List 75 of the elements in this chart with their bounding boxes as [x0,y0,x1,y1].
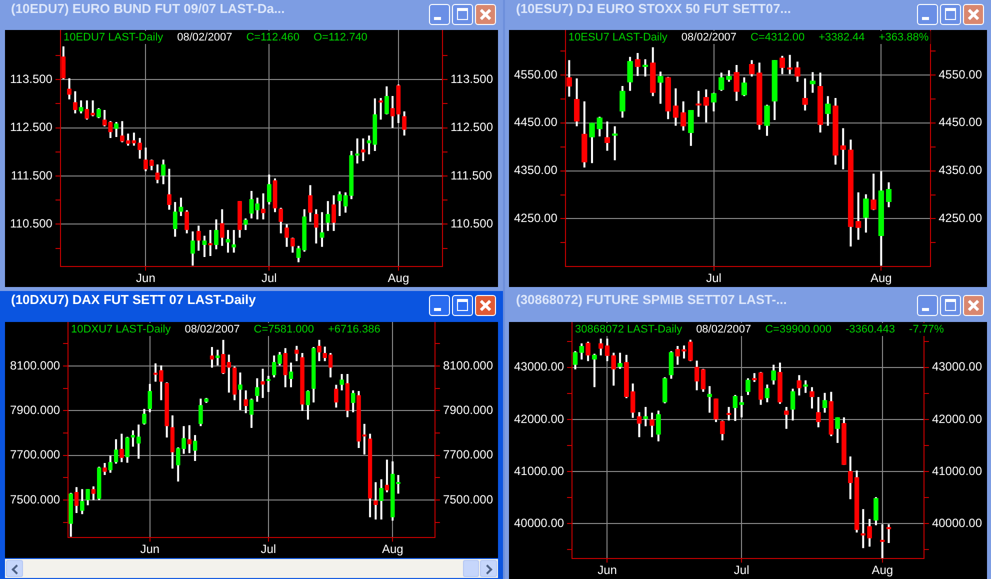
y-tick-label: 4250.00 [514,211,558,226]
y-tick-label: 40000.00 [514,516,564,530]
y2-tick-label: 113.500 [450,72,494,86]
annotation: C=39900.000 [765,324,832,336]
candlestick [886,524,892,543]
y2-tick-label: 4450.00 [938,115,982,130]
y-tick-label: 4450.00 [514,115,558,130]
x-tick-label: Jul [261,271,277,286]
chart-title: (10EDU7) EURO BUND FUT 09/07 LAST-Da... [11,1,285,16]
x-tick-label: Jun [598,563,617,578]
candlestick [642,59,648,76]
candlestick [880,524,885,558]
x-tick-label: Aug [870,271,892,286]
y2-tick-label: 4250.00 [938,211,982,226]
candlestick [840,128,846,170]
annotation: +363.88% [878,32,929,44]
chart-subtitle: 10ESU7 LAST-Daily [568,32,668,44]
annotation: +6716.386 [328,324,380,336]
chart-subtitle: 30868072 LAST-Daily [575,324,683,336]
x-tick-label: Aug [388,271,410,286]
annotation: 08/02/2007 [696,324,752,336]
y2-tick-label: 8100.000 [442,358,494,372]
annotation: C=112.460 [246,32,300,44]
x-tick-label: Aug [382,542,404,556]
candlestick [860,509,866,548]
y2-tick-label: 43000.00 [932,360,982,374]
chart-subtitle: 10EDU7 LAST-Daily [63,32,164,44]
x-tick-label: Jul [706,271,722,286]
y-tick-label: 7900.000 [10,403,60,418]
chart-subtitle: 10DXU7 LAST-Daily [71,324,172,336]
y-tick-label: 112.500 [10,120,53,134]
x-tick-label: Jul [260,542,276,556]
y2-tick-label: 110.500 [450,216,494,231]
annotation: -3360.443 [845,324,896,336]
y-tick-label: 42000.00 [514,412,564,426]
annotation: 08/02/2007 [681,32,736,44]
y2-tick-label: 7500.000 [442,492,494,506]
annotation: 08/02/2007 [177,32,232,44]
y-tick-label: 41000.00 [514,464,564,478]
x-tick-label: Jul [734,563,750,578]
annotation: +3382.44 [818,32,865,44]
x-tick-label: Jun [136,271,156,286]
y-tick-label: 8100.000 [10,358,60,372]
candlestick [612,126,618,160]
y2-tick-label: 40000.00 [932,516,982,530]
y2-tick-label: 4550.00 [938,67,982,82]
y2-tick-label: 4350.00 [938,163,982,178]
y2-tick-label: 7700.000 [442,448,494,462]
annotation: 08/02/2007 [184,324,240,336]
annotation: -7.77% [909,324,944,336]
chart-title: (10ESU7) DJ EURO STOXX 50 FUT SETT07... [516,1,792,16]
annotation: C=4312.00 [750,32,805,44]
y2-tick-label: 42000.00 [932,412,982,426]
candlestick [696,90,702,117]
x-tick-label: Aug [872,563,894,578]
y2-tick-label: 41000.00 [932,464,982,478]
y-tick-label: 4350.00 [514,163,558,178]
y-tick-label: 111.500 [10,168,53,182]
chart-title: (10DXU7) DAX FUT SETT 07 LAST-Daily [11,292,256,307]
y2-tick-label: 111.500 [450,168,492,182]
y-tick-label: 7500.000 [10,492,60,506]
y-tick-label: 110.500 [10,216,53,231]
y2-tick-label: 7900.000 [442,403,494,418]
annotation: C=7581.000 [254,324,314,336]
chart-title: (30868072) FUTURE SPMIB SETT07 LAST-... [516,292,787,307]
candlestick [208,230,212,256]
y-tick-label: 4550.00 [514,67,558,82]
y-tick-label: 43000.00 [514,360,564,374]
candlestick [355,138,360,164]
annotation: O=112.740 [314,32,368,44]
candlestick [378,98,383,120]
y-tick-label: 113.500 [10,72,53,86]
y-tick-label: 7700.000 [10,448,60,462]
y2-tick-label: 112.500 [450,120,494,134]
x-tick-label: Jun [140,542,160,556]
